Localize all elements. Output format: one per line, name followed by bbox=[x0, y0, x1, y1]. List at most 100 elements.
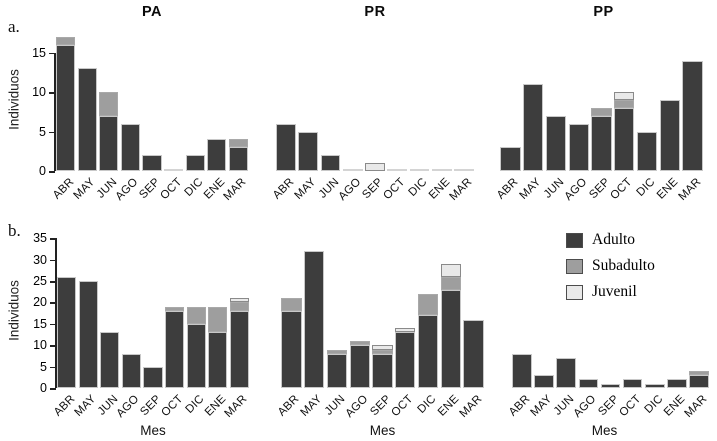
y-tick-label-15: 15 bbox=[33, 316, 47, 331]
bar-segment-a-PP-sep-subadulto bbox=[591, 107, 612, 116]
y-tick-10 bbox=[50, 345, 56, 347]
bar-segment-b-PR-ene-adulto bbox=[440, 289, 461, 388]
legend-swatch-juvenil bbox=[566, 284, 583, 300]
bar-segment-a-PA-ene-adulto bbox=[207, 139, 227, 171]
bar-segment-b-PP-ago-adulto bbox=[578, 379, 599, 388]
bar-segment-a-PR-sep-juvenil bbox=[365, 163, 385, 171]
bar-segment-a-PA-jun-subadulto bbox=[99, 92, 119, 116]
bar-segment-a-PP-mar-adulto bbox=[682, 60, 703, 171]
bar-segment-a-PA-jun-adulto bbox=[99, 115, 119, 171]
bar-zero-a-PA-oct bbox=[164, 169, 184, 171]
bar-segment-a-PP-ago-adulto bbox=[568, 123, 589, 171]
bar-segment-b-PP-dic-adulto bbox=[644, 383, 665, 388]
bar-segment-b-PP-sep-adulto bbox=[600, 383, 621, 388]
y-tick-20 bbox=[50, 302, 56, 304]
bar-segment-b-PR-sep-juvenil bbox=[372, 345, 393, 350]
y-tick-label-0: 0 bbox=[40, 381, 47, 395]
bar-segment-b-PP-abr-adulto bbox=[512, 353, 532, 388]
bar-segment-b-PP-mar-subadulto bbox=[689, 370, 709, 376]
bar-segment-a-PA-ago-adulto bbox=[120, 123, 141, 171]
bar-segment-b-PR-jun-subadulto bbox=[326, 349, 348, 354]
bar-plot-b-pr: ABR MAY JUN AGO SEP OCT DIC ENE MAR bbox=[276, 234, 485, 420]
bar-segment-b-PA-mar-juvenil bbox=[229, 298, 249, 303]
legend-swatch-subadulto bbox=[566, 258, 583, 274]
y-tick-label-20: 20 bbox=[33, 295, 47, 310]
bar-segment-a-PR-jun-adulto bbox=[320, 155, 341, 171]
y-tick-30 bbox=[50, 259, 56, 262]
bar-zero-a-PR-ago bbox=[342, 169, 363, 171]
bar-segment-b-PR-ene-juvenil bbox=[440, 264, 461, 277]
bar-segment-b-PR-mar-adulto bbox=[463, 319, 484, 388]
chart-title-pr: PR bbox=[364, 4, 386, 20]
y-axis-line bbox=[54, 52, 56, 171]
bar-segment-a-PA-abr-subadulto bbox=[56, 36, 76, 45]
legend-item-adulto: Adulto bbox=[566, 231, 655, 249]
bar-plot-b-pa: ABR MAY JUN AGO SEP OCT DIC ENE MAR bbox=[52, 234, 250, 420]
y-tick-label-10: 10 bbox=[33, 338, 47, 353]
bar-plot-a-pa: ABR MAY JUN AGO SEP OCT DIC ENE MAR bbox=[51, 29, 249, 203]
legend-item-juvenil: Juvenil bbox=[566, 283, 655, 301]
bar-segment-b-PR-sep-subadulto bbox=[372, 349, 393, 354]
bar-segment-a-PA-mar-subadulto bbox=[228, 139, 248, 148]
bar-segment-a-PA-may-adulto bbox=[77, 68, 97, 171]
bar-segment-a-PP-ene-adulto bbox=[659, 100, 680, 171]
bar-segment-b-PR-abr-subadulto bbox=[281, 298, 302, 311]
bar-segment-b-PA-dic-adulto bbox=[186, 323, 206, 388]
bar-segment-b-PA-abr-adulto bbox=[57, 276, 77, 388]
bar-segment-a-PA-dic-adulto bbox=[185, 155, 205, 171]
y-axis-line bbox=[55, 238, 57, 388]
bar-segment-b-PR-jun-adulto bbox=[326, 353, 348, 388]
x-axis-label-b-pp: Mes bbox=[591, 423, 618, 438]
bar-segment-b-PR-sep-adulto bbox=[372, 353, 393, 388]
legend-swatch-adulto bbox=[566, 232, 583, 248]
y-tick-0 bbox=[50, 388, 56, 390]
bar-segment-b-PA-sep-adulto bbox=[143, 366, 163, 388]
bar-segment-a-PP-oct-adulto bbox=[614, 107, 635, 171]
y-tick-15 bbox=[49, 52, 55, 55]
chart-title-pa: PA bbox=[141, 4, 163, 20]
bar-segment-b-PR-ago-adulto bbox=[349, 345, 370, 388]
bar-segment-a-PP-jun-adulto bbox=[545, 115, 567, 171]
y-tick-label-5: 5 bbox=[40, 359, 47, 374]
chart-title-pp: PP bbox=[593, 4, 614, 20]
y-tick-label-0: 0 bbox=[39, 164, 46, 178]
bar-segment-b-PA-may-adulto bbox=[78, 281, 98, 388]
legend-item-subadulto: Subadulto bbox=[566, 257, 655, 275]
bar-segment-b-PA-ene-adulto bbox=[208, 332, 228, 388]
bar-segment-b-PR-abr-adulto bbox=[281, 311, 302, 388]
y-tick-10 bbox=[49, 92, 55, 94]
bar-zero-a-PR-mar bbox=[454, 169, 474, 171]
bar-segment-a-PA-abr-adulto bbox=[56, 44, 76, 171]
bar-segment-b-PP-mar-adulto bbox=[689, 375, 709, 388]
y-tick-15 bbox=[50, 323, 56, 326]
y-tick-label-30: 30 bbox=[33, 252, 47, 267]
bar-segment-b-PA-ago-adulto bbox=[121, 353, 142, 388]
y-tick-label-10: 10 bbox=[32, 85, 46, 100]
legend: Adulto Subadulto Juvenil bbox=[566, 231, 655, 309]
bar-segment-b-PP-jun-adulto bbox=[556, 358, 577, 388]
bar-segment-b-PR-dic-subadulto bbox=[417, 293, 439, 316]
bar-segment-b-PA-oct-subadulto bbox=[165, 306, 185, 311]
legend-label-subadulto: Subadulto bbox=[592, 257, 655, 274]
bar-segment-b-PP-oct-adulto bbox=[622, 379, 643, 388]
bar-segment-b-PP-ene-adulto bbox=[667, 379, 687, 388]
bar-zero-a-PR-oct bbox=[387, 169, 408, 171]
y-tick-0 bbox=[49, 171, 55, 173]
legend-label-adulto: Adulto bbox=[592, 231, 636, 248]
bar-segment-b-PA-mar-subadulto bbox=[229, 302, 249, 311]
row-label-a: a. bbox=[8, 17, 20, 36]
bar-segment-b-PA-ene-subadulto bbox=[208, 306, 228, 333]
bar-segment-b-PA-jun-adulto bbox=[100, 332, 120, 388]
y-tick-label-5: 5 bbox=[39, 124, 46, 139]
bar-zero-a-PR-dic bbox=[409, 169, 430, 171]
x-axis-label-b-pa: Mes bbox=[140, 423, 166, 438]
y-tick-35 bbox=[50, 238, 56, 240]
bar-segment-a-PA-sep-adulto bbox=[142, 155, 162, 171]
bar-zero-a-PR-ene bbox=[431, 169, 452, 171]
y-tick-label-25: 25 bbox=[33, 274, 47, 289]
y-tick-label-15: 15 bbox=[32, 45, 46, 60]
bar-segment-b-PA-dic-subadulto bbox=[186, 306, 206, 324]
bar-segment-b-PR-ago-subadulto bbox=[349, 340, 370, 346]
x-axis-label-b-pr: Mes bbox=[369, 423, 396, 438]
bar-segment-b-PR-oct-juvenil bbox=[395, 328, 416, 333]
